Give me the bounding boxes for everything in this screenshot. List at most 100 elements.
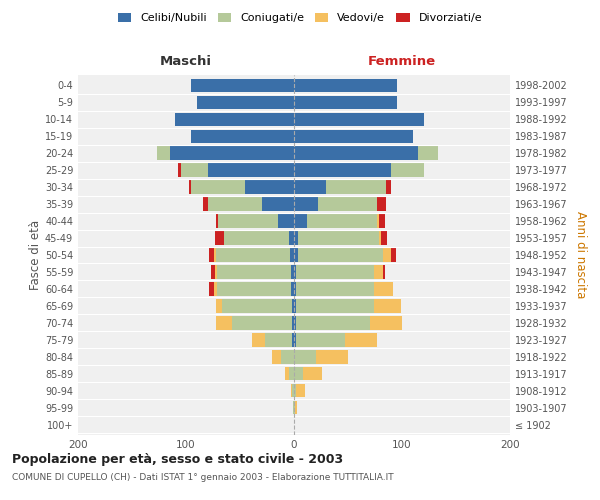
Bar (209, 248, 294, 262)
Bar (294, 78, 397, 92)
Bar (232, 316, 294, 330)
Legend: Celibi/Nubili, Coniugati/e, Vedovi/e, Divorziati/e: Celibi/Nubili, Coniugati/e, Vedovi/e, Di… (113, 8, 487, 28)
Bar (157, 146, 294, 160)
Bar (294, 316, 370, 330)
Bar (294, 282, 374, 296)
Bar (218, 214, 294, 228)
Bar (294, 214, 377, 228)
Bar (294, 164, 391, 176)
Bar (175, 112, 294, 126)
Bar (294, 164, 424, 176)
Bar (208, 198, 294, 210)
Bar (294, 198, 377, 210)
Bar (157, 146, 294, 160)
Bar (294, 112, 424, 126)
Bar (292, 316, 294, 330)
Bar (294, 96, 397, 109)
Bar (294, 367, 322, 380)
Y-axis label: Anni di nascita: Anni di nascita (574, 212, 587, 298)
Bar (221, 300, 294, 312)
Bar (294, 266, 383, 278)
Bar (245, 180, 294, 194)
Bar (294, 180, 386, 194)
Bar (209, 282, 294, 296)
Bar (294, 214, 379, 228)
Bar (294, 384, 296, 398)
Bar (294, 316, 402, 330)
Bar (294, 334, 345, 346)
Bar (175, 112, 294, 126)
Bar (294, 112, 424, 126)
Bar (292, 384, 294, 398)
Bar (191, 180, 294, 194)
Bar (294, 232, 379, 244)
Bar (294, 146, 437, 160)
Bar (191, 130, 294, 143)
Bar (294, 198, 386, 210)
Bar (216, 300, 294, 312)
Bar (294, 112, 424, 126)
Bar (294, 146, 437, 160)
Bar (294, 198, 377, 210)
Bar (281, 350, 294, 364)
Bar (294, 146, 418, 160)
Bar (294, 401, 295, 414)
Bar (294, 248, 395, 262)
Bar (178, 164, 294, 176)
Bar (294, 78, 397, 92)
Bar (290, 248, 294, 262)
Bar (294, 384, 305, 398)
Bar (217, 266, 294, 278)
Bar (294, 180, 391, 194)
Bar (294, 266, 385, 278)
Bar (294, 282, 394, 296)
Bar (208, 198, 294, 210)
Bar (175, 112, 294, 126)
Bar (294, 130, 413, 143)
Bar (294, 78, 397, 92)
Bar (181, 164, 294, 176)
Bar (294, 130, 413, 143)
Bar (252, 334, 294, 346)
Bar (294, 401, 297, 414)
Bar (216, 214, 294, 228)
Bar (191, 180, 294, 194)
Bar (294, 367, 302, 380)
Bar (294, 130, 413, 143)
Bar (294, 232, 298, 244)
Bar (191, 78, 294, 92)
Bar (294, 266, 374, 278)
Text: Maschi: Maschi (160, 55, 212, 68)
Bar (294, 316, 296, 330)
Bar (191, 130, 294, 143)
Bar (294, 112, 424, 126)
Bar (191, 130, 294, 143)
Bar (286, 367, 294, 380)
Bar (294, 78, 397, 92)
Bar (191, 78, 294, 92)
Bar (214, 248, 294, 262)
Bar (294, 350, 348, 364)
Bar (208, 164, 294, 176)
Bar (294, 96, 397, 109)
Bar (197, 96, 294, 109)
Bar (272, 350, 294, 364)
Bar (272, 350, 294, 364)
Bar (215, 266, 294, 278)
Bar (218, 214, 294, 228)
Bar (294, 214, 307, 228)
Bar (191, 78, 294, 92)
Text: Popolazione per età, sesso e stato civile - 2003: Popolazione per età, sesso e stato civil… (12, 452, 343, 466)
Bar (262, 198, 294, 210)
Bar (286, 367, 294, 380)
Bar (294, 282, 296, 296)
Bar (291, 384, 294, 398)
Bar (294, 384, 305, 398)
Bar (293, 401, 294, 414)
Bar (224, 232, 294, 244)
Bar (181, 164, 294, 176)
Bar (191, 130, 294, 143)
Bar (265, 334, 294, 346)
Bar (294, 96, 397, 109)
Bar (293, 401, 294, 414)
